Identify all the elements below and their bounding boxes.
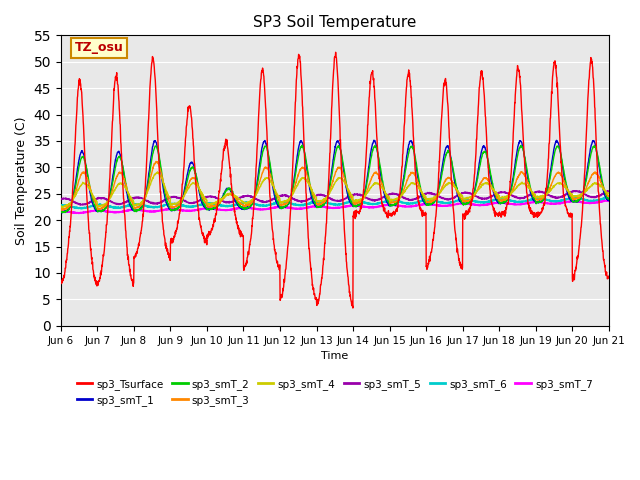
sp3_smT_5 — [57, 196, 65, 202]
sp3_smT_6 — [210, 201, 218, 206]
sp3_smT_7 — [557, 201, 564, 206]
sp3_smT_6 — [363, 200, 371, 206]
sp3_smT_3 — [557, 172, 564, 178]
Line: sp3_smT_3: sp3_smT_3 — [61, 161, 609, 210]
Text: TZ_osu: TZ_osu — [75, 41, 124, 54]
sp3_Tsurface — [557, 150, 564, 156]
sp3_smT_2 — [605, 196, 612, 202]
sp3_smT_5 — [573, 188, 580, 193]
sp3_smT_2 — [363, 180, 371, 186]
sp3_smT_6 — [57, 203, 65, 208]
sp3_smT_7 — [363, 204, 371, 210]
Line: sp3_smT_7: sp3_smT_7 — [61, 201, 609, 213]
sp3_smT_5 — [605, 189, 612, 194]
sp3_smT_1 — [210, 205, 218, 211]
sp3_smT_4 — [154, 169, 161, 175]
sp3_smT_3 — [152, 158, 160, 164]
sp3_smT_5 — [363, 195, 371, 201]
sp3_Tsurface — [605, 275, 612, 280]
sp3_smT_2 — [57, 209, 65, 215]
sp3_smT_7 — [605, 198, 612, 204]
sp3_smT_3 — [495, 195, 502, 201]
X-axis label: Time: Time — [321, 351, 348, 361]
sp3_smT_5 — [557, 194, 564, 200]
sp3_smT_7 — [210, 206, 218, 212]
sp3_smT_1 — [572, 199, 579, 204]
sp3_smT_5 — [572, 189, 579, 194]
sp3_smT_1 — [605, 198, 612, 204]
Title: SP3 Soil Temperature: SP3 Soil Temperature — [253, 15, 417, 30]
Line: sp3_smT_2: sp3_smT_2 — [61, 145, 609, 213]
sp3_smT_7 — [572, 198, 579, 204]
sp3_smT_4 — [572, 193, 580, 199]
sp3_smT_6 — [78, 205, 86, 211]
Line: sp3_Tsurface: sp3_Tsurface — [61, 52, 609, 308]
sp3_smT_4 — [57, 203, 65, 209]
sp3_smT_3 — [211, 203, 218, 209]
sp3_smT_4 — [557, 181, 564, 187]
sp3_Tsurface — [57, 280, 65, 286]
sp3_smT_7 — [57, 208, 65, 214]
Line: sp3_smT_4: sp3_smT_4 — [61, 172, 609, 208]
sp3_smT_1 — [557, 149, 564, 155]
sp3_smT_1 — [351, 204, 358, 209]
sp3_smT_3 — [572, 196, 580, 202]
sp3_smT_2 — [351, 203, 359, 208]
sp3_smT_1 — [362, 180, 370, 186]
sp3_Tsurface — [351, 212, 359, 218]
sp3_smT_2 — [58, 210, 65, 216]
sp3_smT_2 — [495, 198, 502, 204]
sp3_smT_3 — [57, 206, 65, 212]
Line: sp3_smT_6: sp3_smT_6 — [61, 197, 609, 208]
sp3_smT_4 — [495, 192, 502, 198]
sp3_smT_5 — [210, 194, 218, 200]
sp3_smT_3 — [363, 189, 371, 194]
sp3_smT_1 — [57, 210, 65, 216]
sp3_smT_7 — [75, 210, 83, 216]
sp3_smT_2 — [572, 197, 580, 203]
sp3_Tsurface — [332, 49, 339, 55]
Y-axis label: Soil Temperature (C): Soil Temperature (C) — [15, 116, 28, 245]
sp3_smT_7 — [351, 203, 358, 208]
sp3_smT_6 — [351, 198, 358, 204]
sp3_smT_4 — [351, 198, 359, 204]
sp3_smT_7 — [605, 198, 612, 204]
Line: sp3_smT_1: sp3_smT_1 — [61, 140, 609, 213]
sp3_smT_1 — [494, 200, 502, 205]
sp3_smT_7 — [494, 200, 502, 205]
sp3_smT_6 — [605, 194, 612, 200]
sp3_smT_5 — [494, 191, 502, 196]
sp3_smT_4 — [59, 205, 67, 211]
sp3_smT_2 — [557, 151, 564, 156]
sp3_smT_4 — [211, 200, 218, 206]
sp3_smT_1 — [370, 137, 378, 143]
sp3_smT_5 — [351, 192, 358, 197]
sp3_smT_4 — [363, 191, 371, 196]
sp3_Tsurface — [210, 220, 218, 226]
Line: sp3_smT_5: sp3_smT_5 — [61, 191, 609, 205]
sp3_smT_6 — [494, 196, 502, 202]
sp3_smT_5 — [76, 202, 84, 208]
sp3_smT_3 — [58, 207, 65, 213]
sp3_Tsurface — [363, 141, 371, 146]
sp3_smT_3 — [351, 201, 359, 207]
sp3_smT_2 — [210, 205, 218, 211]
sp3_smT_6 — [557, 198, 564, 204]
sp3_smT_2 — [298, 143, 306, 148]
Legend: sp3_Tsurface, sp3_smT_1, sp3_smT_2, sp3_smT_3, sp3_smT_4, sp3_smT_5, sp3_smT_6, : sp3_Tsurface, sp3_smT_1, sp3_smT_2, sp3_… — [72, 374, 597, 410]
sp3_Tsurface — [349, 305, 356, 311]
sp3_smT_3 — [605, 193, 612, 199]
sp3_Tsurface — [495, 214, 502, 219]
sp3_smT_4 — [605, 191, 612, 196]
sp3_smT_6 — [572, 195, 579, 201]
sp3_Tsurface — [572, 264, 580, 270]
